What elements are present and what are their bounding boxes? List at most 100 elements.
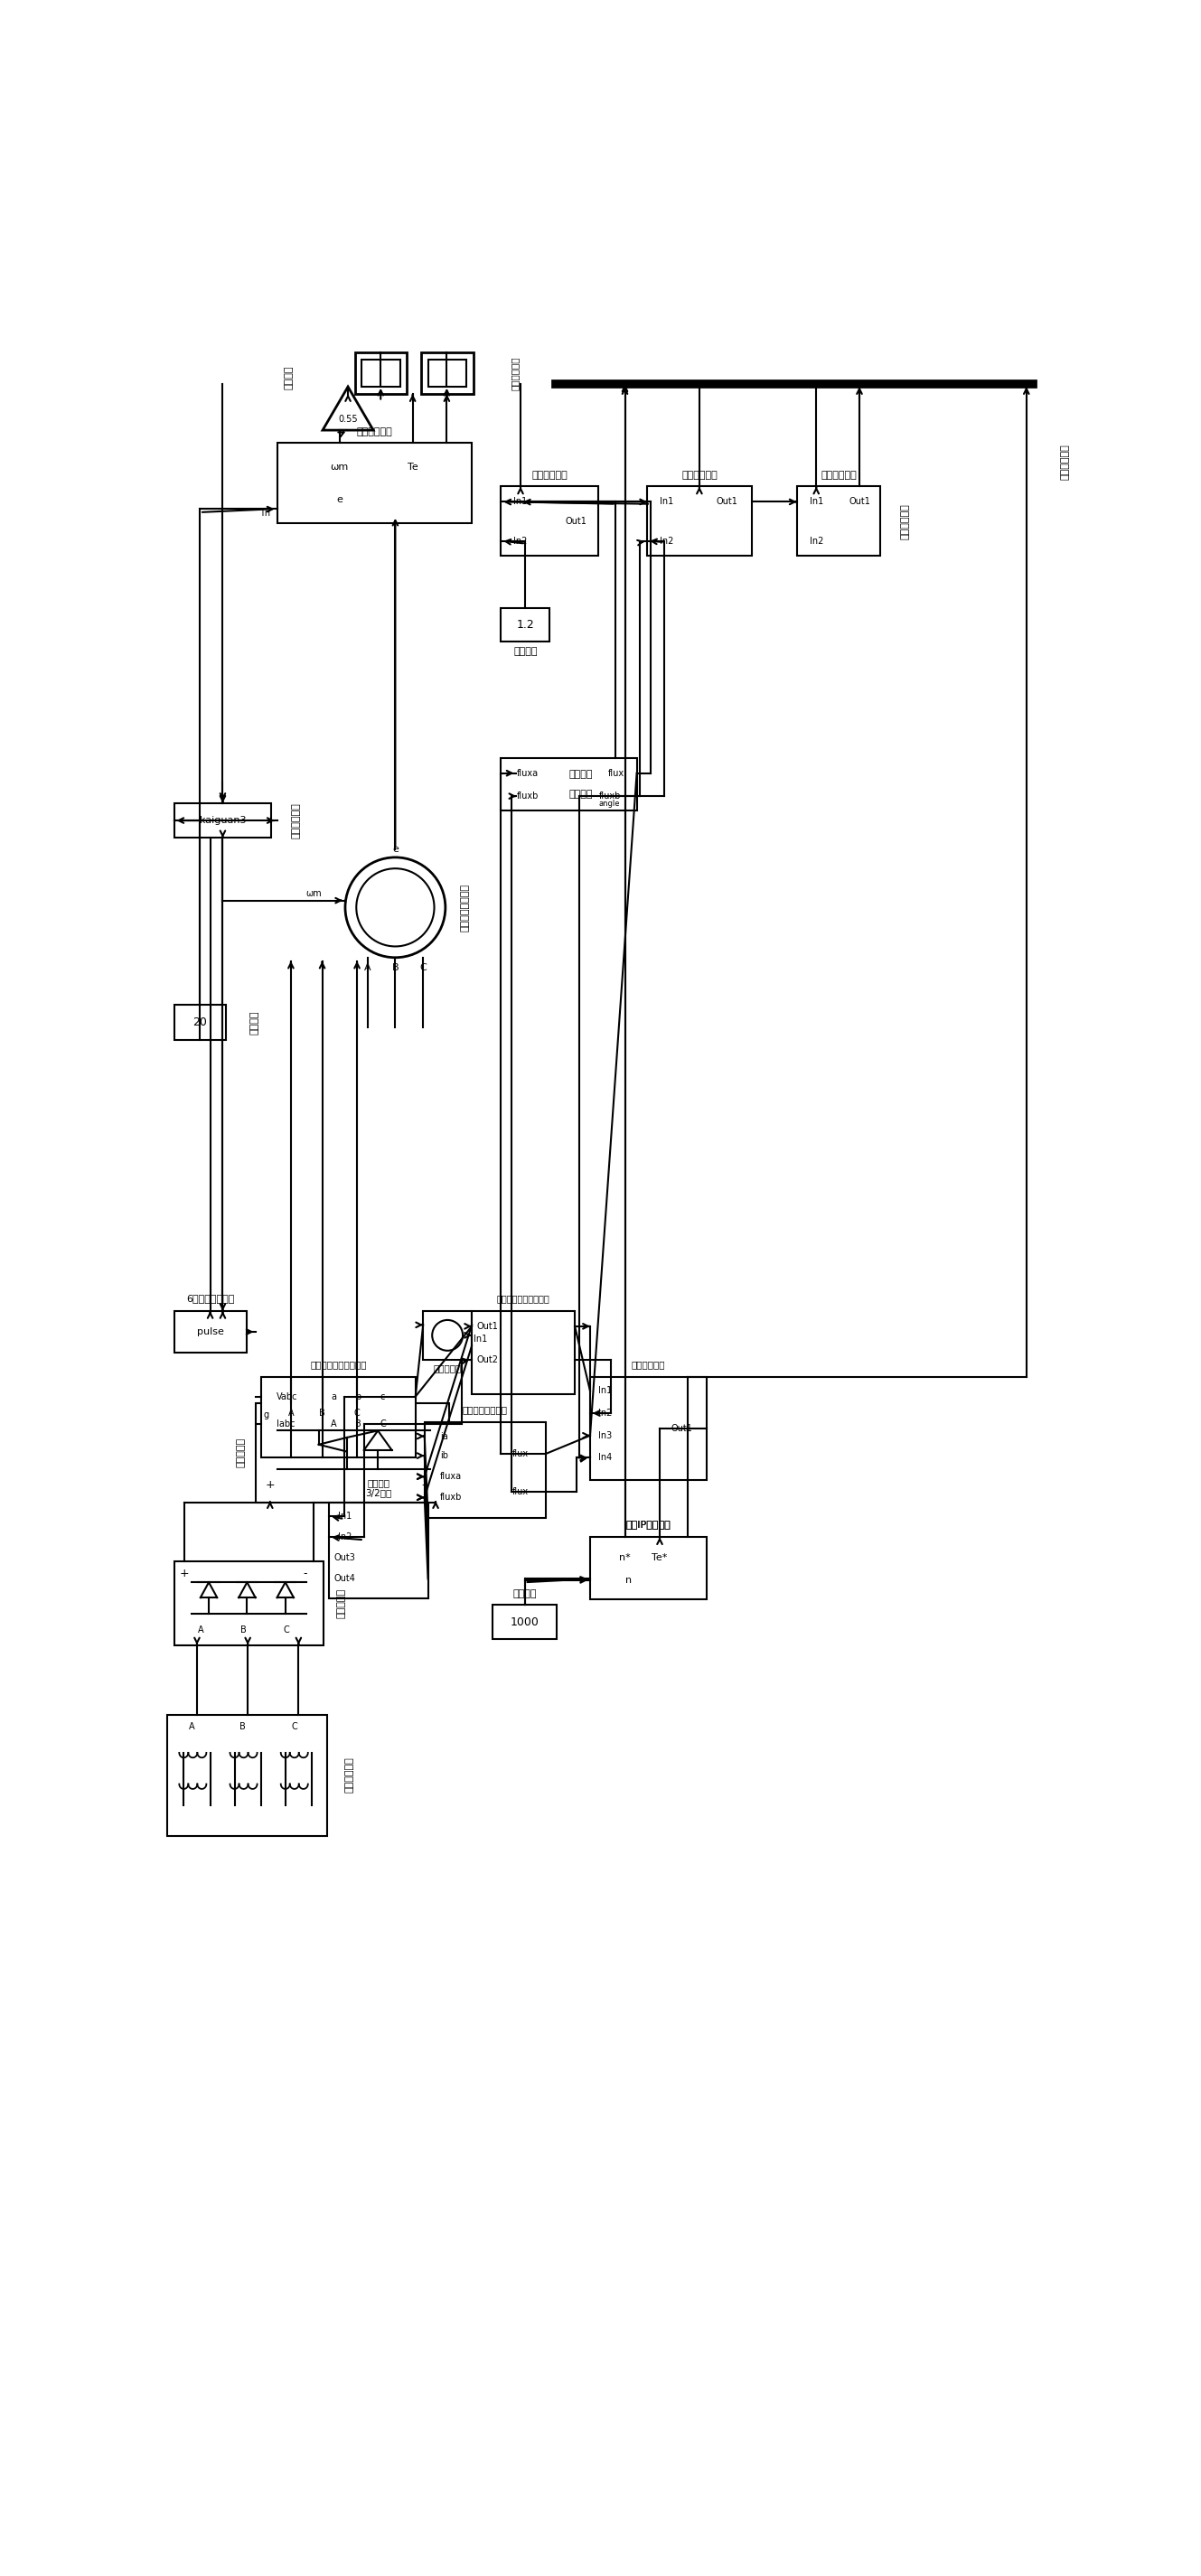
Text: fluxb: fluxb: [440, 1494, 462, 1502]
FancyBboxPatch shape: [422, 353, 473, 394]
Text: 输出转矩观测: 输出转矩观测: [510, 355, 520, 389]
Text: 转矩调节模块: 转矩调节模块: [900, 502, 909, 538]
FancyBboxPatch shape: [174, 1005, 226, 1041]
FancyBboxPatch shape: [174, 1311, 247, 1352]
Text: C: C: [354, 1409, 360, 1417]
FancyBboxPatch shape: [424, 1422, 546, 1517]
FancyBboxPatch shape: [256, 1404, 449, 1502]
FancyBboxPatch shape: [501, 757, 637, 809]
Text: pulse: pulse: [197, 1327, 223, 1337]
Text: A: A: [288, 1409, 294, 1417]
Text: fluxb: fluxb: [598, 791, 621, 801]
Text: 给定磁链计算模块: 给定磁链计算模块: [462, 1406, 508, 1414]
Text: 转速IP调节单元: 转速IP调节单元: [626, 1520, 671, 1530]
Text: C: C: [419, 963, 426, 974]
Text: 三相交流异步电机: 三相交流异步电机: [460, 884, 470, 933]
FancyBboxPatch shape: [428, 358, 466, 386]
Text: 转矩调节模块: 转矩调节模块: [820, 471, 856, 479]
FancyBboxPatch shape: [590, 1538, 707, 1600]
Text: In1: In1: [659, 497, 674, 507]
Text: 三相逆变桥: 三相逆变桥: [237, 1437, 245, 1468]
Text: +: +: [180, 1569, 190, 1579]
FancyBboxPatch shape: [590, 1378, 707, 1481]
Text: 相角计算: 相角计算: [569, 788, 593, 799]
Text: Out4: Out4: [334, 1574, 355, 1584]
Text: ωm: ωm: [330, 464, 348, 471]
Text: A: A: [189, 1723, 195, 1731]
Text: 实际转速检测: 实际转速检测: [1060, 443, 1069, 479]
Text: -: -: [303, 1569, 306, 1579]
Text: B: B: [392, 963, 399, 974]
Text: Te: Te: [407, 464, 418, 471]
Text: fluxb: fluxb: [516, 791, 538, 801]
Text: 转速IP调节单元: 转速IP调节单元: [626, 1520, 671, 1530]
Text: Iabc: Iabc: [276, 1419, 294, 1430]
Text: Out1: Out1: [566, 518, 587, 526]
Text: a: a: [331, 1391, 336, 1401]
Text: fluxa: fluxa: [440, 1471, 461, 1481]
FancyBboxPatch shape: [501, 487, 598, 556]
FancyBboxPatch shape: [796, 487, 880, 556]
Text: A: A: [364, 963, 371, 974]
Text: In2: In2: [514, 536, 527, 546]
FancyBboxPatch shape: [261, 1378, 416, 1458]
Text: Vabc: Vabc: [276, 1391, 298, 1401]
Text: In2: In2: [337, 1533, 352, 1540]
Text: 磁链调节模块: 磁链调节模块: [532, 471, 568, 479]
Text: c: c: [381, 1391, 386, 1401]
Text: B: B: [319, 1409, 325, 1417]
Text: In1: In1: [337, 1512, 352, 1520]
Text: flux: flux: [513, 1450, 528, 1458]
FancyBboxPatch shape: [362, 358, 400, 386]
Text: In1: In1: [598, 1386, 613, 1396]
Text: +: +: [265, 1479, 275, 1492]
Text: flux: flux: [513, 1486, 528, 1497]
Text: 三相整流桥: 三相整流桥: [336, 1589, 346, 1618]
Text: 1.2: 1.2: [516, 618, 534, 631]
FancyBboxPatch shape: [423, 1311, 472, 1360]
Text: 磁链给定: 磁链给定: [513, 647, 537, 657]
Text: 20: 20: [192, 1018, 207, 1028]
Text: In1: In1: [809, 497, 823, 507]
Text: 转换系数: 转换系数: [285, 366, 293, 389]
Text: In1: In1: [473, 1334, 488, 1342]
Text: ib: ib: [440, 1450, 448, 1461]
Text: 给定转矩: 给定转矩: [250, 1010, 258, 1033]
Text: flux: flux: [608, 768, 625, 778]
FancyBboxPatch shape: [277, 443, 472, 523]
Text: -: -: [422, 1479, 425, 1492]
Text: In2: In2: [809, 536, 823, 546]
Text: In2: In2: [659, 536, 674, 546]
Text: 给定装置: 给定装置: [513, 1589, 537, 1600]
Text: 3/2变换: 3/2变换: [365, 1489, 392, 1497]
Text: kaiguan3: kaiguan3: [199, 817, 246, 824]
Text: A: A: [197, 1625, 203, 1633]
Text: ia: ia: [440, 1432, 448, 1440]
Text: n: n: [626, 1577, 632, 1584]
Text: 开关判断单元: 开关判断单元: [292, 804, 300, 837]
Text: g: g: [264, 1412, 269, 1419]
FancyBboxPatch shape: [174, 804, 271, 837]
Text: C: C: [380, 1419, 386, 1430]
Text: In1: In1: [514, 497, 527, 507]
FancyBboxPatch shape: [174, 1561, 323, 1646]
Text: A: A: [331, 1419, 337, 1430]
Text: Out1: Out1: [717, 497, 737, 507]
Text: B: B: [239, 1723, 245, 1731]
Text: Out1: Out1: [849, 497, 871, 507]
Text: Out3: Out3: [334, 1553, 355, 1564]
Text: 1000: 1000: [510, 1615, 539, 1628]
Text: e: e: [336, 495, 342, 505]
Text: 三相电流: 三相电流: [368, 1479, 390, 1486]
FancyBboxPatch shape: [647, 487, 752, 556]
Text: angle: angle: [599, 799, 620, 809]
FancyBboxPatch shape: [492, 1605, 557, 1638]
Text: Tn: Tn: [259, 507, 270, 518]
FancyBboxPatch shape: [472, 1311, 575, 1394]
Text: In3: In3: [598, 1432, 613, 1440]
Text: 磁链区域判断: 磁链区域判断: [681, 471, 717, 479]
Text: b: b: [355, 1391, 362, 1401]
Text: e: e: [393, 845, 399, 853]
Text: In2: In2: [598, 1409, 613, 1417]
Text: ωm: ωm: [306, 889, 322, 899]
